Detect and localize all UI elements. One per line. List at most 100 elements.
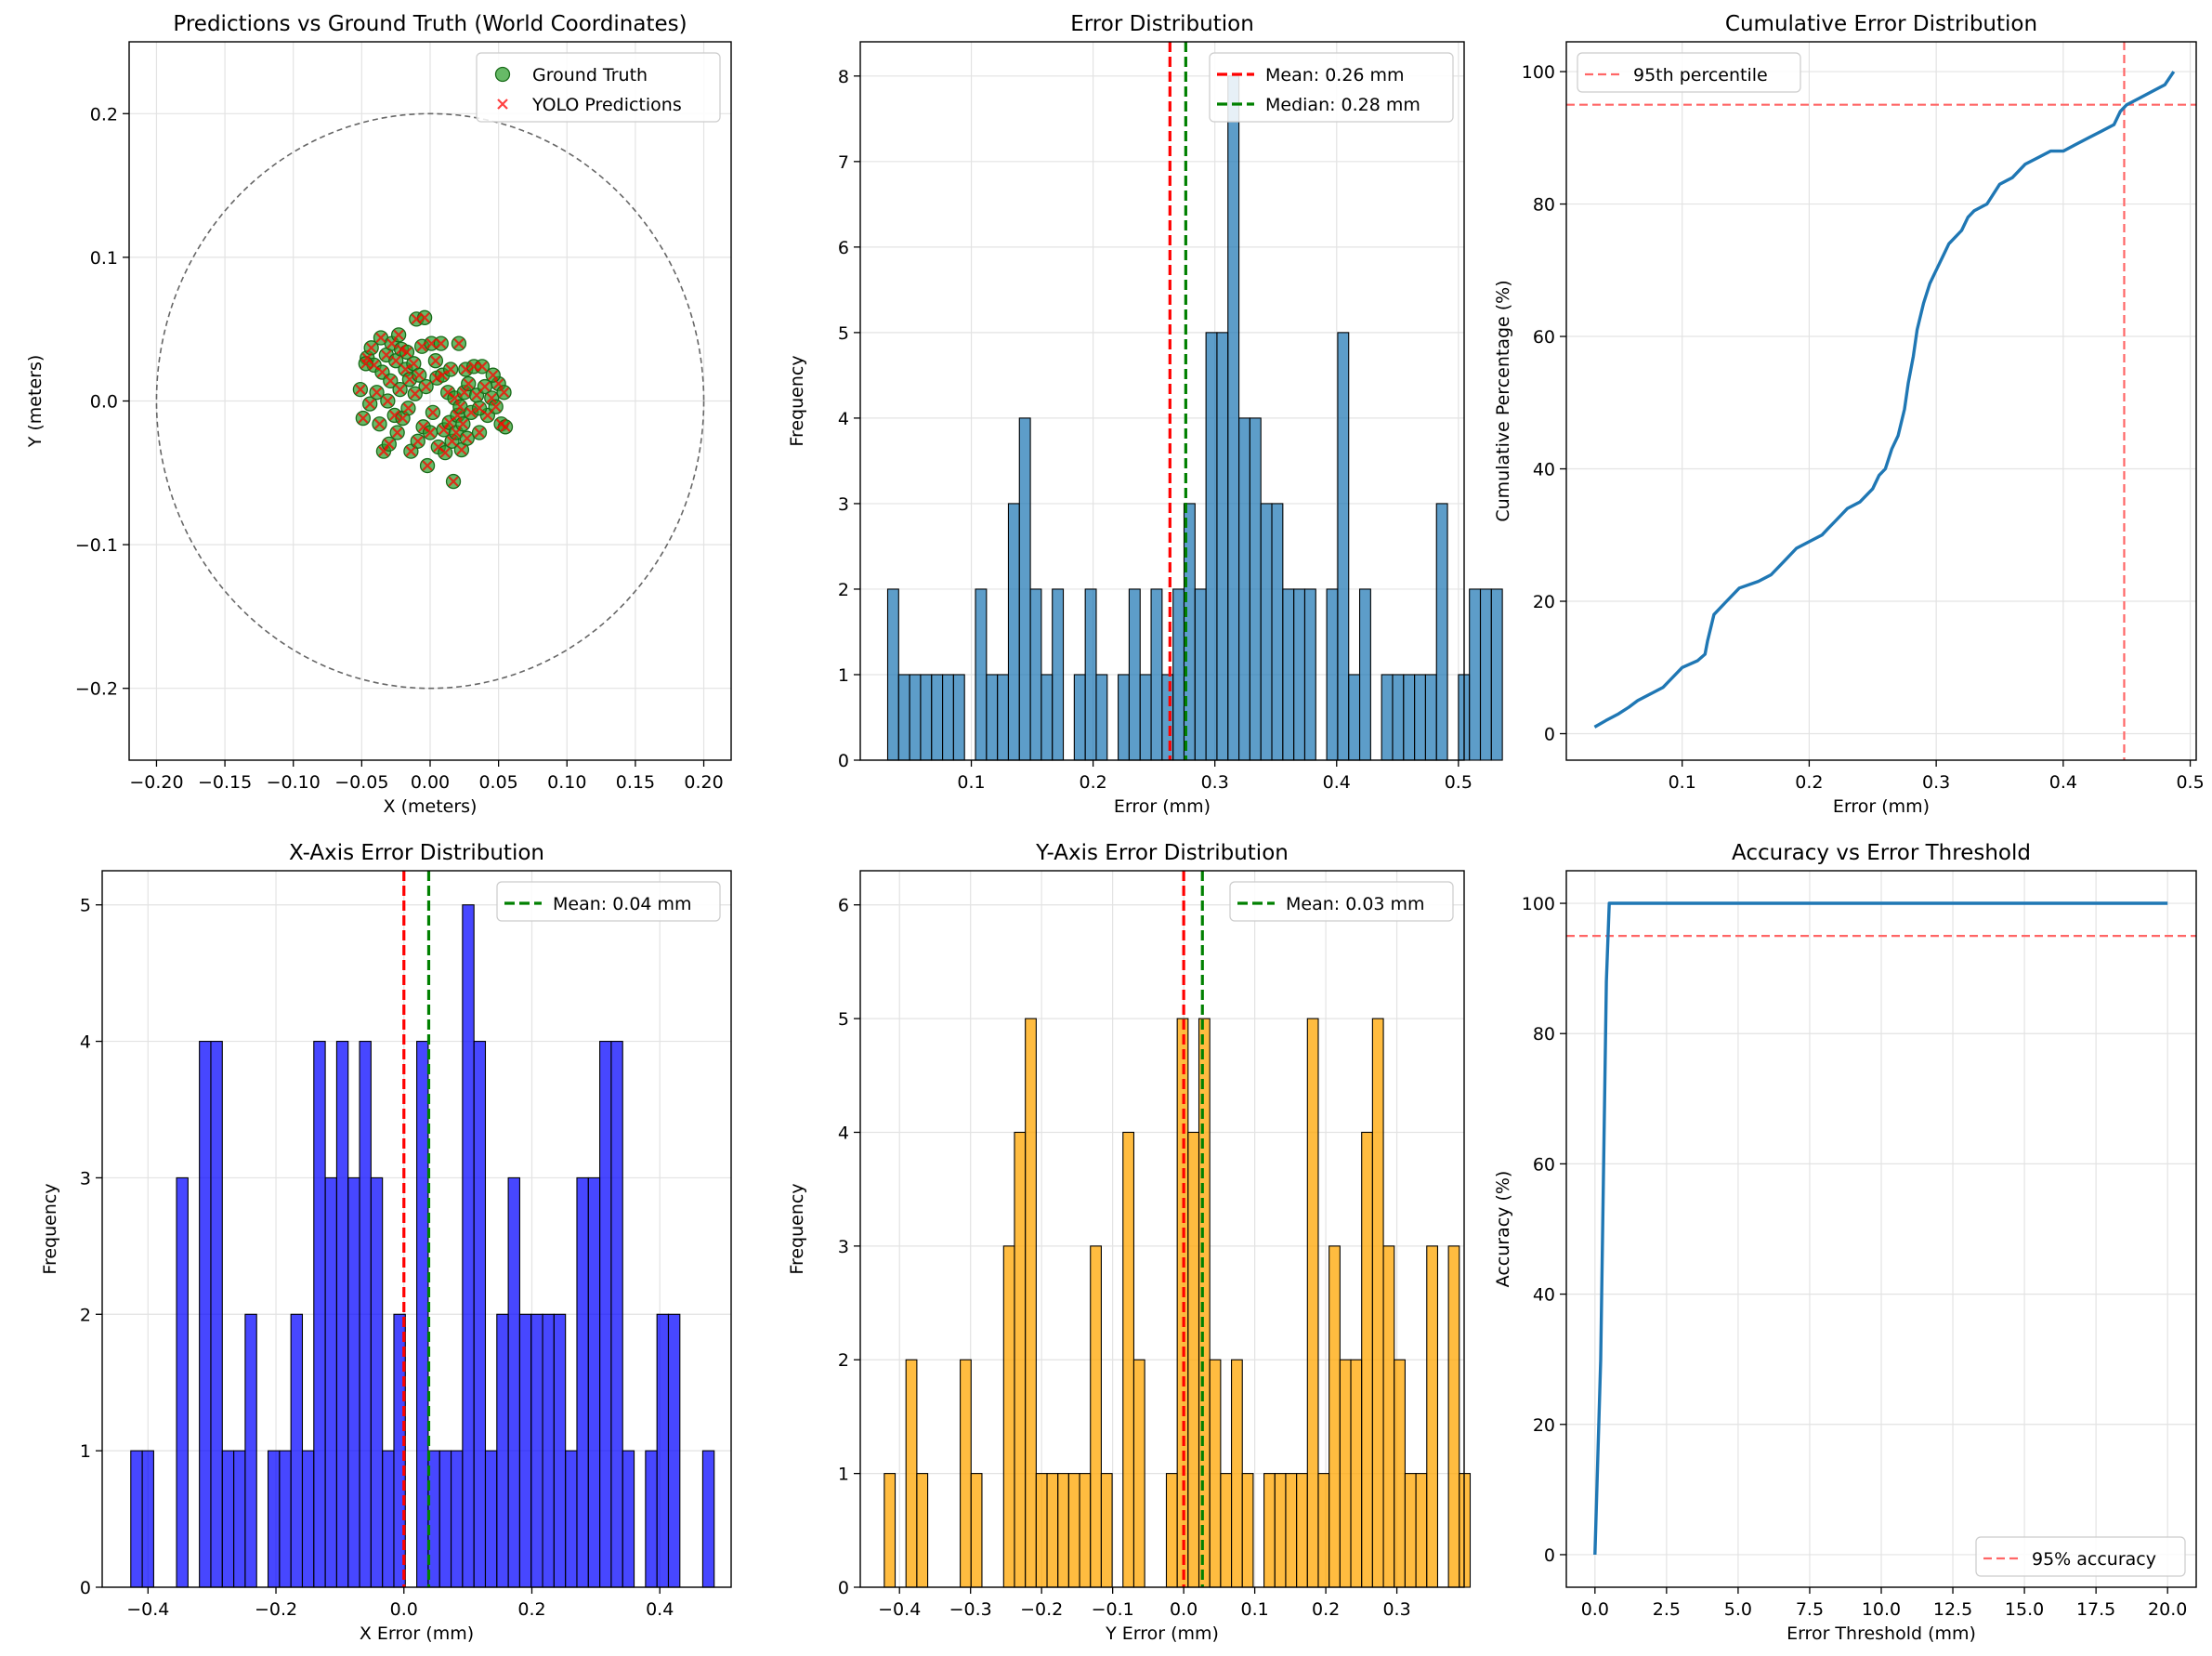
histogram-bar [1263,1473,1276,1588]
histogram-bar [1329,1245,1341,1588]
x-tick-label: −0.05 [334,772,388,793]
legend-label: Mean: 0.03 mm [1286,894,1425,914]
histogram-bar [176,1176,189,1588]
histogram-bar [290,1313,304,1588]
histogram-bar [1490,588,1503,761]
y-tick-label: 0.0 [90,392,118,413]
histogram-bar [1002,1245,1015,1588]
prediction-point [384,439,395,450]
histogram-bar [1046,1473,1059,1588]
prediction-point [479,381,491,392]
prediction-point [405,446,416,457]
prediction-point [425,427,436,439]
x-tick-label: 0.10 [547,772,586,793]
legend-label: Median: 0.28 mm [1265,95,1420,115]
x-tick-label: −0.20 [129,772,183,793]
prediction-point [412,436,424,447]
prediction-point [452,410,464,421]
panel-2: 95th percentile 0.1 0.2 0.3 0.4 0.5 0 20 40 60 80 1… [1493,12,2205,817]
histogram-bar [1358,588,1371,761]
histogram-bar [1238,417,1250,761]
histogram-bar [1041,674,1054,761]
panel-3: Mean: 0.04 mm −0.4 −0.2 0.0 0.2 0.4 0 1 2 3 4 5 X-Ax… [40,841,732,1644]
prediction-point [468,361,479,372]
legend-marker-ground-truth [494,66,511,83]
prediction-point [360,358,372,369]
y-tick-label: 1 [838,1465,849,1485]
histogram-bar [997,674,1010,761]
histogram-bar [667,1313,681,1588]
legend-label: Ground Truth [532,65,648,85]
prediction-point [477,361,488,372]
histogram-bar [952,674,965,761]
x-tick-label: 0.2 [517,1599,545,1620]
histogram-bar [1090,1245,1102,1588]
x-axis-label: Error (mm) [1114,796,1211,817]
histogram-bar [141,1450,154,1588]
prediction-point [474,402,485,414]
x-tick-label: 0.05 [478,772,517,793]
x-tick-label: 0.3 [1382,1599,1410,1620]
histogram-bar [701,1450,715,1588]
prediction-point [364,399,375,410]
histogram-bar [130,1450,143,1588]
prediction-point [375,332,386,344]
x-tick-label: 0.3 [1922,772,1950,793]
x-axis-label: Error (mm) [1833,796,1930,817]
prediction-point [498,387,510,398]
histogram-bar [221,1450,235,1588]
prediction-point [459,387,470,398]
chart-title: Predictions vs Ground Truth (World Coord… [173,12,687,36]
y-tick-label: 6 [838,238,849,258]
histogram-bar [1241,1473,1254,1588]
x-tick-label: −0.10 [267,772,321,793]
prediction-point [425,338,438,349]
histogram-bar [473,1041,487,1588]
x-tick-label: 17.5 [2076,1599,2115,1620]
prediction-point [386,338,398,349]
y-tick-label: 20 [1533,1415,1555,1436]
prediction-point [500,421,511,432]
histogram-bar [1404,1473,1417,1588]
prediction-point [385,375,396,387]
legend-marker-predictions [497,99,508,110]
panel-4: Mean: 0.03 mm −0.4 −0.3 −0.2 −0.1 0.0 0.1 0.2 0.… [787,841,1472,1644]
plot-frame [1565,41,2197,761]
histogram-bar [931,674,944,761]
histogram-bar [1205,332,1218,761]
panel-1: Mean: 0.26 mm Median: 0.28 mm 0.1 0.2 0.3 0.4… [787,12,1503,817]
histogram-bar [313,1041,326,1588]
y-tick-label: 0 [838,751,849,771]
x-tick-label: 0.3 [1201,772,1229,793]
histogram-bar [1118,674,1130,761]
x-tick-label: 0.0 [390,1599,418,1620]
histogram-bar [530,1313,543,1588]
y-tick-label: 0.2 [90,104,118,125]
histogram-bar [267,1450,281,1588]
prediction-point [376,367,388,378]
histogram-bar [1079,1473,1092,1588]
histogram-bar [1067,1473,1080,1588]
histogram-bar [1095,674,1108,761]
prediction-point [399,363,412,375]
histogram-bar [233,1450,246,1588]
legend-label: YOLO Predictions [531,95,682,115]
y-tick-label: 60 [1533,1154,1555,1175]
prediction-point [437,370,448,381]
histogram-bar [1447,1245,1460,1588]
legend-label: 95% accuracy [2032,1549,2156,1570]
prediction-point [389,410,400,421]
histogram-bar [920,674,933,761]
plot-frame [101,870,732,1588]
histogram-bar [916,1473,929,1588]
y-tick-label: 3 [838,1237,849,1257]
histogram-bar [1216,332,1229,761]
y-axis-label: Frequency [40,1183,60,1274]
y-tick-label: −0.1 [75,535,118,556]
y-tick-label: 3 [80,1168,91,1189]
prediction-point [436,338,447,349]
chart-title: Error Distribution [1070,12,1254,36]
y-tick-label: 3 [838,494,849,515]
histogram-bar [1187,1131,1200,1588]
y-tick-label: 40 [1533,460,1555,480]
